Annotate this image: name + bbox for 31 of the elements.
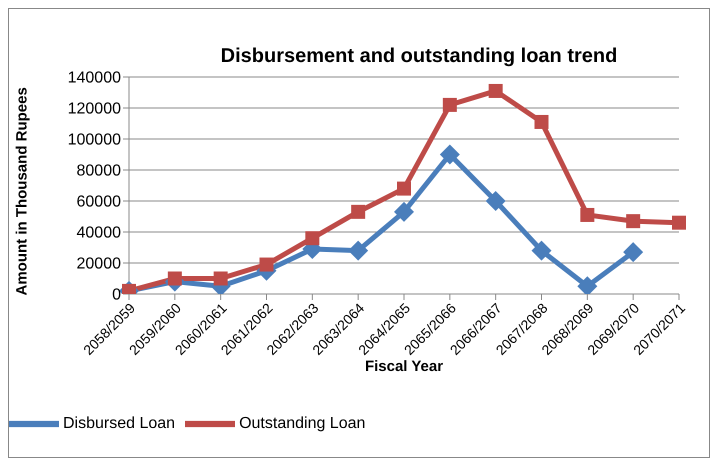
- y-tick-label: 40000: [76, 224, 122, 242]
- point: [394, 202, 414, 222]
- x-axis-title: Fiscal Year: [364, 358, 444, 375]
- legend-label: Outstanding Loan: [239, 415, 366, 432]
- point: [672, 216, 686, 230]
- point: [442, 98, 457, 112]
- point: [397, 182, 411, 196]
- y-tick-label: 100000: [68, 132, 122, 149]
- point: [168, 272, 182, 286]
- point: [488, 84, 503, 98]
- y-tick-label: 140000: [68, 70, 122, 87]
- chart-title: Disbursement and outstanding loan trend: [220, 45, 618, 68]
- point: [626, 214, 640, 228]
- y-tick-label: 80000: [76, 162, 122, 180]
- point: [580, 208, 594, 222]
- point: [532, 240, 552, 261]
- y-axis-title: Amount in Thousand Rupees: [13, 87, 30, 296]
- legend-label: Disbursed Loan: [63, 415, 176, 432]
- point: [348, 240, 368, 261]
- y-tick-label: 0: [112, 286, 122, 304]
- point: [260, 258, 274, 272]
- y-tick-label: 120000: [68, 100, 122, 118]
- point: [623, 242, 644, 262]
- point: [440, 144, 460, 164]
- point: [534, 114, 548, 129]
- point: [486, 191, 506, 211]
- point: [214, 272, 228, 286]
- point: [305, 231, 320, 246]
- y-tick-label: 20000: [76, 256, 122, 273]
- point: [351, 204, 366, 219]
- y-tick-label: 60000: [76, 194, 122, 211]
